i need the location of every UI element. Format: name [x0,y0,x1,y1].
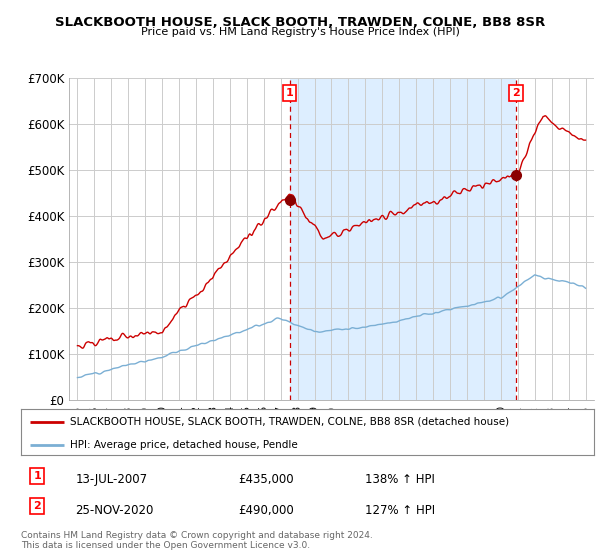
Text: 1: 1 [286,88,294,98]
Text: £490,000: £490,000 [239,503,295,517]
Text: Contains HM Land Registry data © Crown copyright and database right 2024.
This d: Contains HM Land Registry data © Crown c… [21,531,373,550]
Bar [290,78,516,400]
Text: 13-JUL-2007: 13-JUL-2007 [76,473,148,487]
Text: 138% ↑ HPI: 138% ↑ HPI [365,473,434,487]
Text: 127% ↑ HPI: 127% ↑ HPI [365,503,435,517]
Text: Price paid vs. HM Land Registry's House Price Index (HPI): Price paid vs. HM Land Registry's House … [140,27,460,37]
Text: 25-NOV-2020: 25-NOV-2020 [76,503,154,517]
Text: SLACKBOOTH HOUSE, SLACK BOOTH, TRAWDEN, COLNE, BB8 8SR: SLACKBOOTH HOUSE, SLACK BOOTH, TRAWDEN, … [55,16,545,29]
Text: 2: 2 [34,501,41,511]
Text: SLACKBOOTH HOUSE, SLACK BOOTH, TRAWDEN, COLNE, BB8 8SR (detached house): SLACKBOOTH HOUSE, SLACK BOOTH, TRAWDEN, … [70,417,509,427]
Text: HPI: Average price, detached house, Pendle: HPI: Average price, detached house, Pend… [70,440,298,450]
Text: 2: 2 [512,88,520,98]
Text: £435,000: £435,000 [239,473,295,487]
Text: 1: 1 [34,471,41,481]
